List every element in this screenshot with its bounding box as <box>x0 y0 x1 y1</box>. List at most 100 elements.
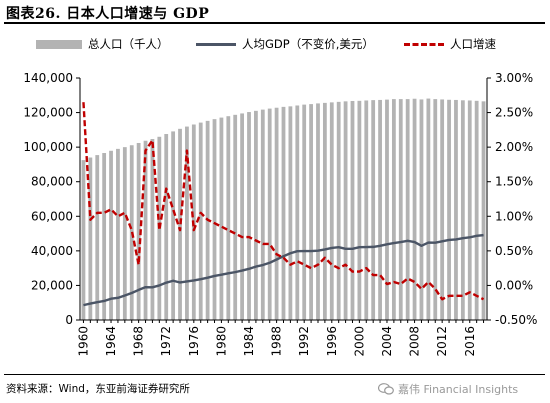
x-tick-label: 1980 <box>214 326 228 357</box>
population-bar <box>371 100 376 320</box>
population-bar <box>226 116 231 320</box>
x-tick-label: 2016 <box>463 326 477 357</box>
population-bar <box>281 106 286 321</box>
legend-dash-swatch <box>404 42 444 46</box>
population-bar <box>309 104 313 320</box>
legend-label-growth: 人口增速 <box>450 37 496 51</box>
population-bar <box>178 128 182 320</box>
left-tick-label: 40,000 <box>31 244 73 258</box>
left-tick-label: 120,000 <box>23 106 73 120</box>
population-bar <box>343 101 348 320</box>
population-bar <box>171 131 176 320</box>
x-tick-label: 2008 <box>408 326 422 357</box>
population-bar <box>109 150 113 320</box>
right-tick-label: 0.00% <box>495 278 533 292</box>
population-bar <box>274 107 279 320</box>
population-bar <box>316 103 320 320</box>
population-growth-line <box>82 102 485 301</box>
legend-label-population: 总人口（千人） <box>88 37 169 51</box>
x-tick-label: 1996 <box>325 326 339 357</box>
population-bar <box>433 99 438 320</box>
source-note: 资料来源：Wind，东亚前海证券研究所 <box>6 383 190 395</box>
population-bar <box>364 100 369 320</box>
footer-rule <box>4 374 545 375</box>
x-tick-label: 2000 <box>352 326 366 357</box>
right-tick-label: 1.00% <box>495 209 533 223</box>
population-bar <box>116 148 120 320</box>
population-bar <box>102 153 107 320</box>
population-bar <box>447 99 451 320</box>
title-rule <box>4 22 545 24</box>
population-bar <box>467 100 472 320</box>
left-tick-label: 0 <box>65 313 73 327</box>
legend-label-gdp: 人均GDP（不变价,美元） <box>242 37 374 51</box>
population-bar <box>254 110 258 320</box>
population-bar <box>474 100 479 320</box>
population-bar <box>350 100 355 321</box>
population-bar <box>302 104 307 321</box>
population-bar <box>412 98 417 321</box>
population-bar <box>136 142 141 320</box>
population-bar <box>391 99 396 320</box>
left-tick-label: 100,000 <box>23 140 73 154</box>
right-tick-label: 2.50% <box>495 106 533 120</box>
x-tick-label: 1992 <box>297 326 311 357</box>
population-bar <box>150 139 155 320</box>
legend-item-population: 总人口（千人） <box>36 36 169 52</box>
right-tick-label: 2.00% <box>495 140 533 154</box>
left-tick-label: 140,000 <box>23 71 73 85</box>
population-bar <box>198 122 203 320</box>
x-tick-label: 1968 <box>132 326 146 357</box>
population-bar <box>405 99 410 320</box>
legend-item-gdp: 人均GDP（不变价,美元） <box>196 36 374 52</box>
left-tick-label: 60,000 <box>31 209 73 223</box>
population-bar <box>378 99 382 320</box>
population-bar <box>122 147 127 320</box>
population-bar <box>247 112 251 320</box>
population-bar <box>185 126 189 320</box>
watermark-text: 嘉伟 Financial Insights <box>398 383 519 396</box>
population-bar <box>95 155 100 320</box>
population-bar <box>164 134 169 320</box>
gdp-per-capita-line <box>83 233 484 307</box>
population-bar <box>322 102 327 320</box>
watermark: 嘉伟 Financial Insights <box>378 381 518 397</box>
population-bar <box>240 113 244 320</box>
population-bar <box>219 117 224 320</box>
population-bar <box>336 101 341 320</box>
right-tick-label: 3.00% <box>495 71 533 85</box>
population-bar <box>481 101 486 320</box>
legend-bar-swatch <box>36 39 82 49</box>
x-tick-label: 1964 <box>104 326 118 357</box>
wechat-icon <box>378 383 394 395</box>
population-bar <box>440 99 445 321</box>
population-bar <box>260 109 265 320</box>
x-tick-label: 2004 <box>380 326 394 357</box>
population-bar <box>233 114 238 320</box>
population-bar <box>329 102 334 321</box>
legend-line-swatch <box>196 42 236 46</box>
population-bar <box>143 140 148 320</box>
population-bar <box>357 100 362 320</box>
population-bar <box>419 99 424 321</box>
population-bar <box>426 98 431 320</box>
population-bar <box>295 105 300 320</box>
population-bar <box>88 157 93 320</box>
x-tick-label: 1960 <box>76 326 90 357</box>
legend-item-growth: 人口增速 <box>404 36 496 52</box>
right-tick-label: -0.50% <box>495 313 537 327</box>
population-bar <box>212 119 217 320</box>
x-tick-label: 1988 <box>270 326 284 357</box>
x-tick-label: 2012 <box>435 326 449 357</box>
x-tick-label: 1976 <box>187 326 201 357</box>
left-tick-label: 80,000 <box>31 175 73 189</box>
population-bar <box>385 99 389 320</box>
population-bar <box>460 100 465 320</box>
population-bar <box>398 99 403 320</box>
x-tick-label: 1972 <box>159 326 173 357</box>
population-bar <box>454 99 458 320</box>
population-bar <box>267 108 272 320</box>
right-tick-label: 0.50% <box>495 244 533 258</box>
population-bar <box>288 106 293 320</box>
